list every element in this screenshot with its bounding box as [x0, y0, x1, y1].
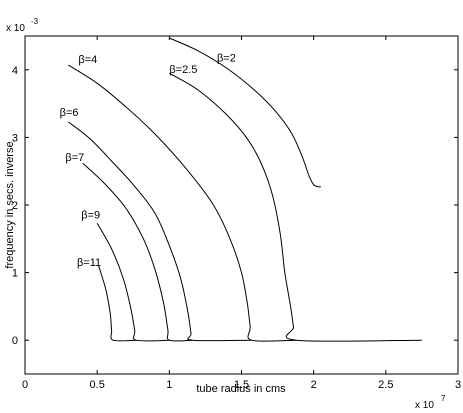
series-label-4: β=7 — [65, 152, 84, 164]
y-tick-label: 1 — [12, 268, 18, 280]
curve-labels: β=2 β=2.5 β=4 β=6 β=7 β=9 β=11 — [60, 53, 236, 269]
series-line-3 — [67, 121, 252, 342]
ticks: 0 0.5 1 1.5 2 2.5 3 0 1 2 3 4 — [12, 36, 461, 391]
y-tick-label: 4 — [12, 65, 18, 77]
y-tick-label: 0 — [12, 335, 18, 347]
y-multiplier-exponent: -3 — [31, 17, 39, 26]
series-line-4 — [82, 162, 193, 342]
x-tick-label: 1.5 — [234, 379, 249, 391]
x-tick-label: 0.5 — [90, 379, 105, 391]
series-line-2 — [68, 64, 297, 342]
y-tick-label: 3 — [12, 132, 18, 144]
y-tick-label: 2 — [12, 200, 18, 212]
series-label-6: β=11 — [77, 257, 101, 269]
x-tick-label: 1 — [166, 379, 172, 391]
series-label-0: β=2 — [217, 53, 236, 65]
x-tick-label: 2 — [311, 379, 317, 391]
x-tick-label: 2.5 — [378, 379, 393, 391]
series-label-2: β=4 — [78, 54, 97, 66]
series-label-1: β=2.5 — [169, 64, 197, 76]
x-multiplier-exponent: 7 — [441, 394, 446, 403]
series-label-3: β=6 — [60, 107, 79, 119]
plot-frame — [24, 35, 459, 375]
curves — [67, 37, 422, 342]
y-axis-label: frequency in secs. inverse — [4, 141, 16, 268]
x-tick-label: 0 — [22, 379, 28, 391]
series-label-5: β=9 — [81, 210, 100, 222]
x-tick-label: 3 — [455, 379, 461, 391]
series-line-1 — [169, 72, 422, 342]
x-axis-label: tube radius in cms — [196, 383, 286, 395]
y-multiplier-label: x 10 — [6, 23, 25, 34]
series-line-0 — [169, 37, 321, 188]
x-multiplier-label: x 10 — [415, 400, 434, 411]
series-line-6 — [98, 265, 137, 342]
